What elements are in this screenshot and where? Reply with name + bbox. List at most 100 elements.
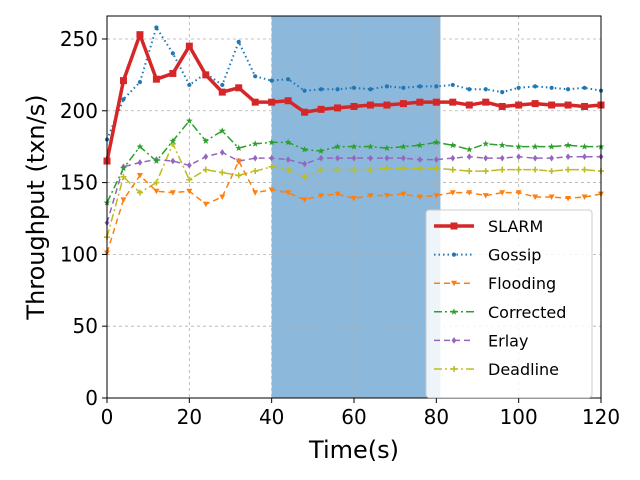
series-deadline xyxy=(104,140,604,241)
data-point xyxy=(301,145,309,153)
data-point xyxy=(531,100,539,108)
data-point xyxy=(301,173,308,180)
data-point xyxy=(450,222,458,230)
data-point xyxy=(432,138,440,146)
data-point xyxy=(416,98,424,106)
data-point xyxy=(235,84,243,92)
data-point xyxy=(500,90,505,95)
data-point xyxy=(416,194,423,200)
data-point xyxy=(433,165,440,172)
data-point xyxy=(203,153,209,161)
data-point xyxy=(449,190,456,196)
data-point xyxy=(516,85,521,90)
data-point xyxy=(185,42,193,50)
data-point xyxy=(251,98,259,106)
data-point xyxy=(548,143,556,150)
legend-label: SLARM xyxy=(488,217,543,236)
data-point xyxy=(202,137,210,144)
x-tick-label: 120 xyxy=(582,405,620,429)
data-point xyxy=(170,51,175,56)
y-tick-label: 0 xyxy=(85,386,98,410)
data-point xyxy=(449,166,456,173)
data-point xyxy=(136,31,144,39)
data-point xyxy=(416,165,423,172)
data-point xyxy=(120,173,127,180)
data-point xyxy=(351,154,357,162)
data-point xyxy=(582,85,587,90)
data-point xyxy=(318,166,325,173)
data-point xyxy=(136,173,143,179)
data-point xyxy=(434,84,439,89)
data-point xyxy=(286,77,291,82)
data-point xyxy=(186,176,193,183)
data-point xyxy=(367,166,374,173)
data-point xyxy=(515,190,522,196)
data-point xyxy=(253,74,258,79)
data-point xyxy=(399,143,407,150)
data-point xyxy=(137,159,143,166)
data-point xyxy=(351,195,357,202)
data-point xyxy=(532,166,539,173)
data-point xyxy=(285,190,292,196)
data-point xyxy=(334,166,341,173)
data-point xyxy=(252,168,259,175)
legend-label: Deadline xyxy=(488,360,559,379)
data-point xyxy=(285,166,292,173)
data-point xyxy=(465,145,473,153)
data-point xyxy=(202,166,209,173)
x-axis-label: Time(s) xyxy=(308,436,399,464)
data-point xyxy=(515,166,522,173)
data-point xyxy=(335,87,340,92)
data-point xyxy=(383,144,391,152)
data-point xyxy=(219,149,225,156)
data-point xyxy=(482,193,489,199)
data-point xyxy=(235,158,242,165)
data-point xyxy=(219,194,226,200)
data-point xyxy=(335,154,340,162)
data-point xyxy=(351,85,357,90)
data-point xyxy=(450,308,458,315)
data-point xyxy=(416,141,424,149)
data-point xyxy=(383,101,391,109)
data-point xyxy=(466,153,472,161)
data-point xyxy=(581,102,589,110)
data-point xyxy=(284,97,292,105)
data-point xyxy=(268,138,276,146)
data-point xyxy=(268,98,276,106)
highlight-span xyxy=(271,16,441,398)
data-point xyxy=(498,102,506,110)
data-point xyxy=(401,85,406,90)
data-point xyxy=(301,108,309,116)
data-point xyxy=(483,154,489,162)
data-point xyxy=(384,84,390,89)
legend-box xyxy=(425,209,593,399)
data-point xyxy=(153,188,160,195)
data-point xyxy=(368,87,373,92)
data-point xyxy=(284,138,292,146)
data-point xyxy=(350,102,358,110)
data-point xyxy=(449,141,457,149)
data-point xyxy=(451,366,457,372)
data-point xyxy=(152,157,160,164)
data-point xyxy=(169,137,177,144)
data-point xyxy=(169,69,177,77)
data-point xyxy=(368,154,373,162)
data-point xyxy=(318,154,324,162)
data-point xyxy=(449,98,457,106)
data-point xyxy=(302,88,307,93)
data-point xyxy=(549,85,554,90)
data-point xyxy=(450,82,455,88)
data-point xyxy=(565,153,571,161)
legend-label: Gossip xyxy=(488,246,541,265)
data-point xyxy=(482,140,490,147)
data-point xyxy=(482,98,490,106)
data-point xyxy=(499,190,506,196)
y-tick-label: 200 xyxy=(60,99,98,123)
y-tick-label: 250 xyxy=(60,27,98,51)
data-point xyxy=(252,154,258,162)
y-axis-label: Throughput (txn/s) xyxy=(22,94,50,320)
data-point xyxy=(318,87,324,92)
data-point xyxy=(318,193,325,199)
data-point xyxy=(383,165,390,172)
series-flooding xyxy=(104,158,604,256)
